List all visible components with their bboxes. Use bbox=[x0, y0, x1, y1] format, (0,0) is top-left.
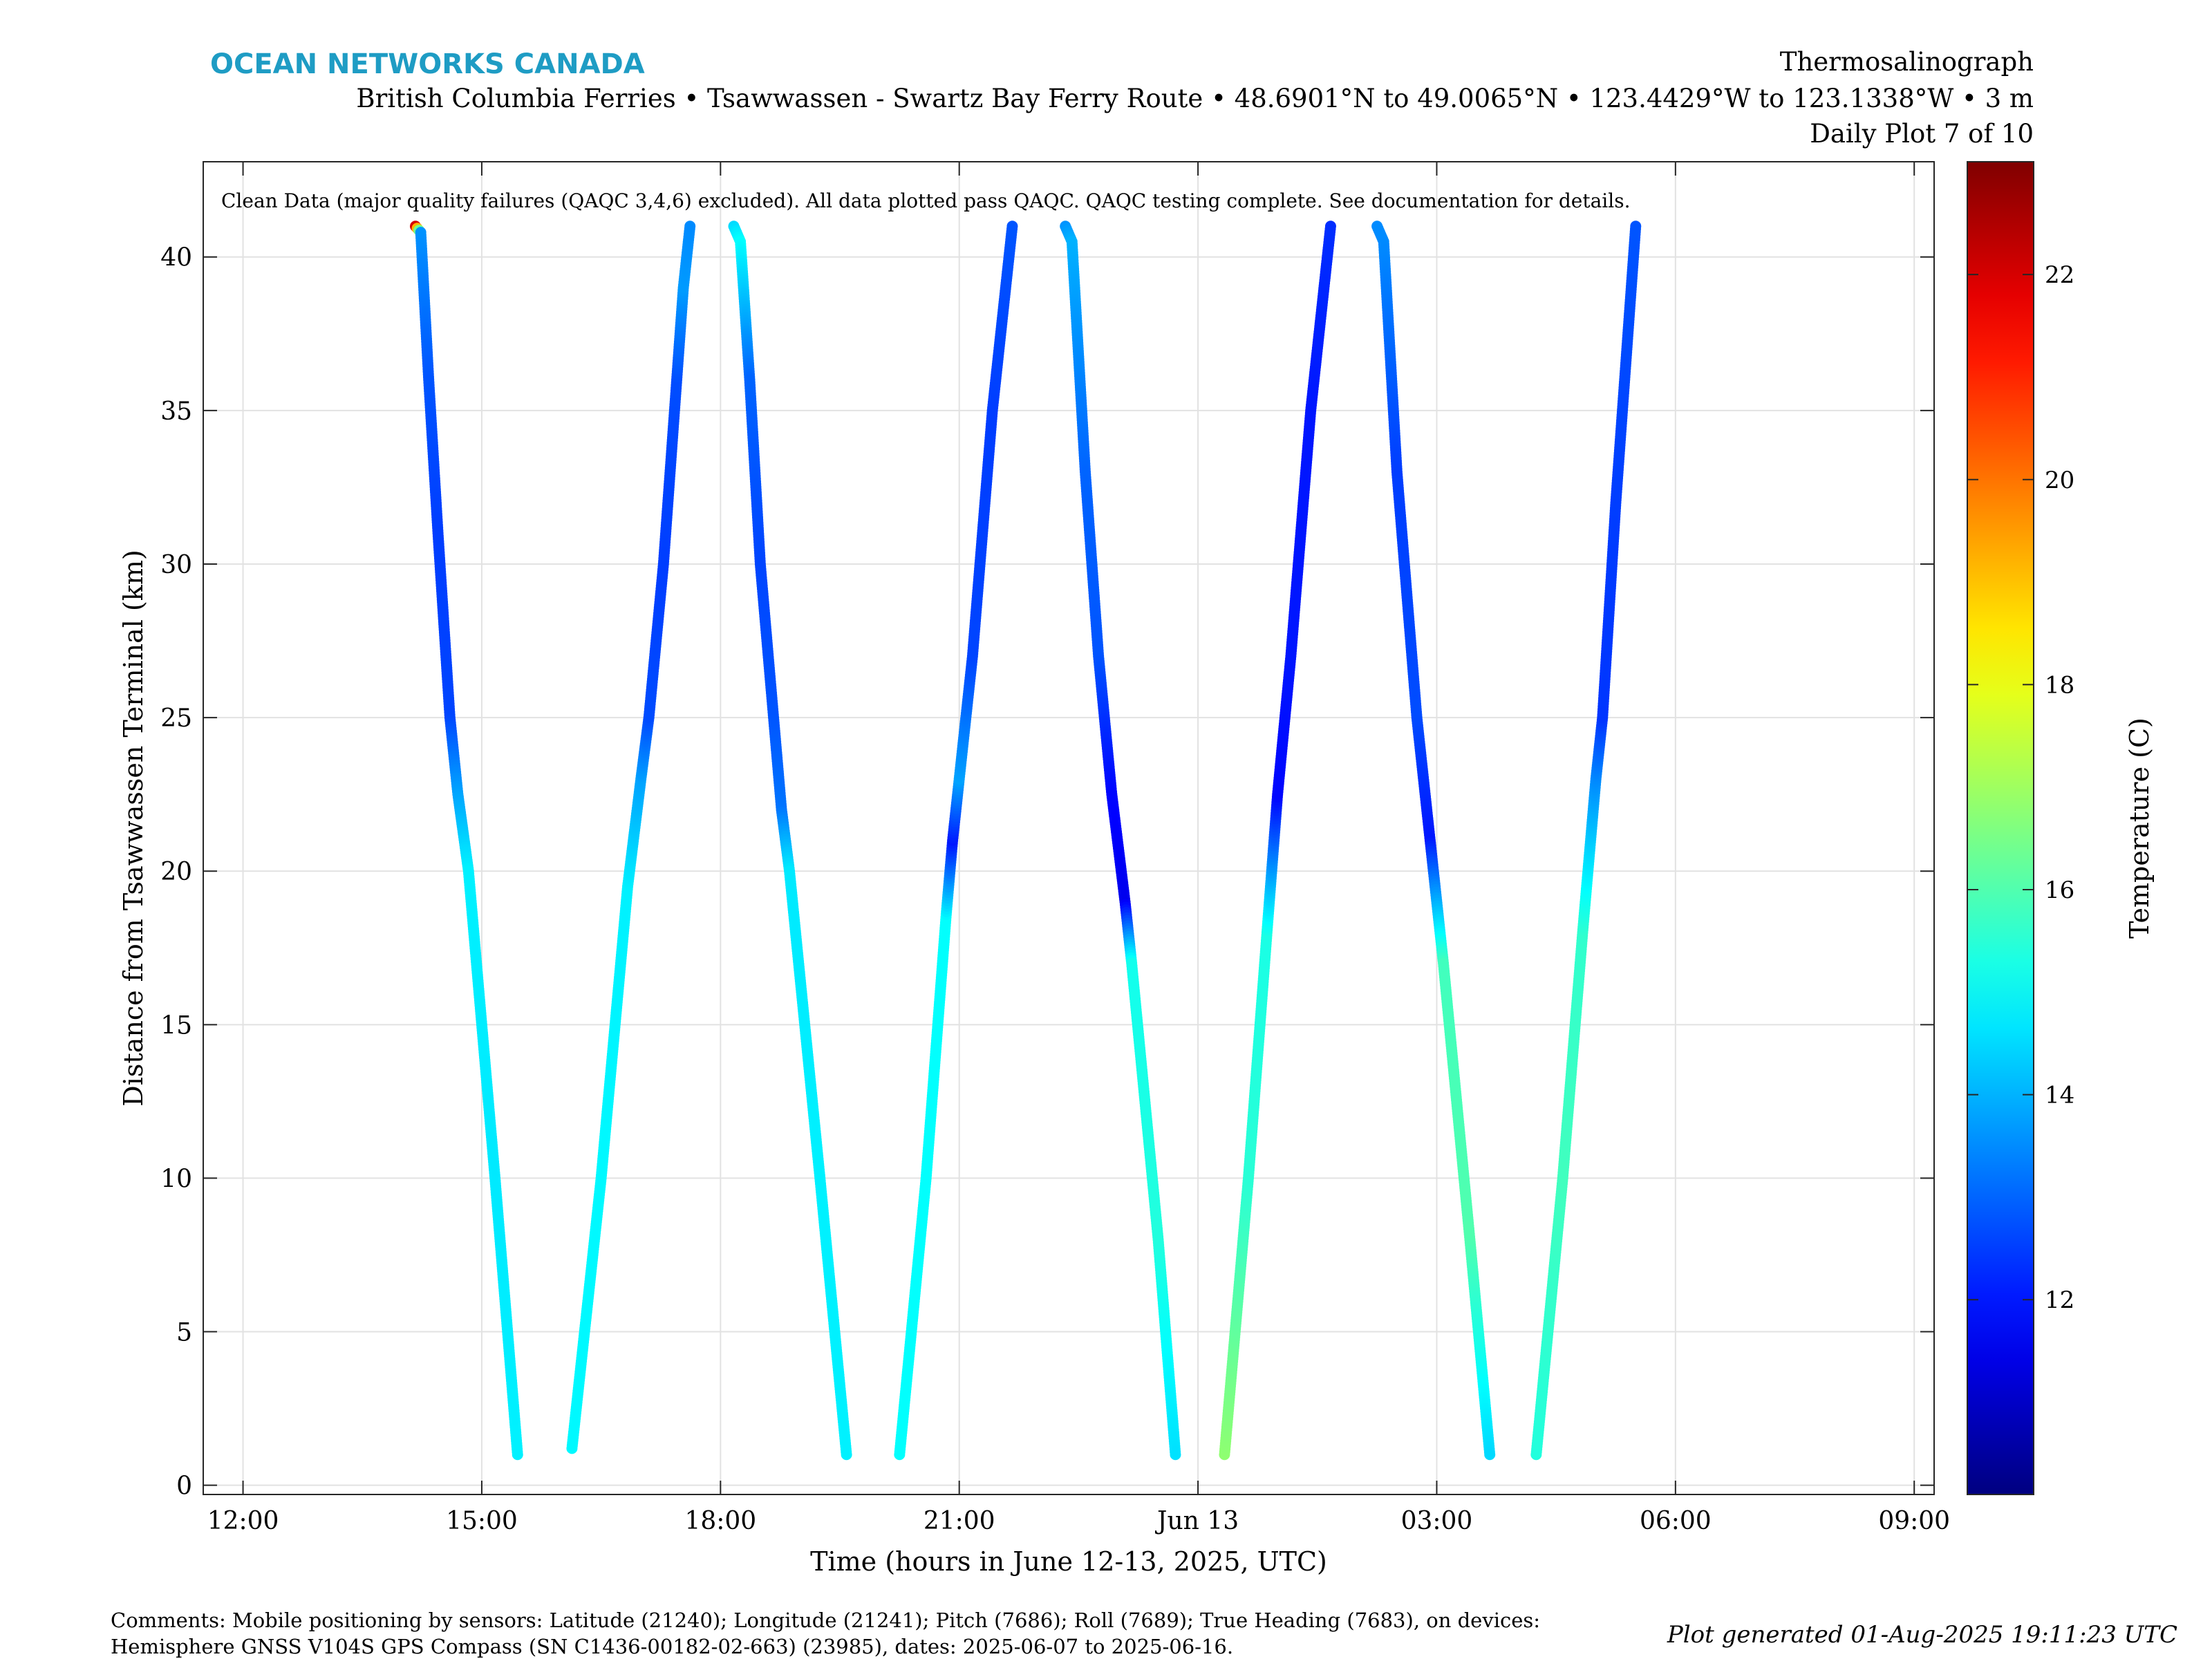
colorbar-tick-label: 20 bbox=[2045, 467, 2074, 494]
chart-subtitle: British Columbia Ferries • Tsawwassen - … bbox=[356, 84, 2034, 113]
ferry-transit-4 bbox=[894, 221, 1018, 1461]
y-tick-label: 5 bbox=[176, 1319, 192, 1347]
data-point bbox=[512, 1449, 523, 1461]
y-tick-label: 40 bbox=[160, 244, 192, 272]
colorbar-tick-label: 14 bbox=[2045, 1082, 2074, 1109]
colorbar: 12 14 16 18 20 22 Temperature (C) bbox=[1967, 161, 2155, 1495]
plot-frame bbox=[203, 161, 1935, 1495]
ferry-transit-2 bbox=[566, 221, 696, 1454]
qaqc-annotation: Clean Data (major quality failures (QAQC… bbox=[221, 189, 1631, 212]
ferry-transit-7 bbox=[1371, 221, 1496, 1461]
comments-line-1: Comments: Mobile positioning by sensors:… bbox=[111, 1609, 1540, 1632]
axis-ticks bbox=[203, 162, 1934, 1494]
plot-background bbox=[203, 162, 1934, 1494]
colorbar-ticks: 12 14 16 18 20 22 bbox=[1967, 261, 2074, 1314]
x-tick-label: 21:00 bbox=[924, 1507, 995, 1535]
y-tick-labels: 0 5 10 15 20 25 30 35 40 bbox=[160, 244, 192, 1501]
colorbar-gradient bbox=[1967, 162, 2034, 1494]
x-tick-label: 03:00 bbox=[1401, 1507, 1473, 1535]
data-point bbox=[841, 1449, 852, 1461]
x-tick-label: 18:00 bbox=[684, 1507, 756, 1535]
x-tick-label: 12:00 bbox=[207, 1507, 279, 1535]
x-tick-labels: 12:00 15:00 18:00 21:00 Jun 13 03:00 06:00 09:0… bbox=[207, 1507, 1950, 1535]
chart-title: Thermosalinograph bbox=[1780, 47, 2034, 77]
y-tick-label: 25 bbox=[160, 704, 192, 733]
colorbar-label: Temperature (C) bbox=[2124, 718, 2155, 939]
ferry-transit-1 bbox=[410, 221, 523, 1461]
y-tick-label: 30 bbox=[160, 551, 192, 579]
data-point bbox=[1484, 1449, 1496, 1461]
x-tick-label: 09:00 bbox=[1878, 1507, 1950, 1535]
generated-timestamp: Plot generated 01-Aug-2025 19:11:23 UTC bbox=[1667, 1621, 2177, 1649]
colorbar-tick-label: 22 bbox=[2045, 261, 2074, 289]
data-point bbox=[1170, 1449, 1181, 1461]
y-tick-label: 35 bbox=[160, 397, 192, 426]
x-tick-label: 15:00 bbox=[446, 1507, 518, 1535]
y-axis-label: Distance from Tsawwassen Terminal (km) bbox=[118, 550, 149, 1106]
brand-logo: OCEAN NETWORKS CANADA bbox=[210, 48, 645, 80]
plot-index: Daily Plot 7 of 10 bbox=[1810, 119, 2034, 149]
gridlines bbox=[203, 162, 1934, 1494]
y-tick-label: 20 bbox=[160, 858, 192, 886]
colorbar-frame bbox=[1967, 161, 2034, 1495]
y-tick-label: 0 bbox=[176, 1472, 192, 1501]
data-point bbox=[684, 221, 696, 232]
y-tick-label: 15 bbox=[160, 1011, 192, 1040]
colorbar-tick-label: 18 bbox=[2045, 671, 2074, 699]
x-tick-label: 06:00 bbox=[1640, 1507, 1712, 1535]
x-axis-label: Time (hours in June 12-13, 2025, UTC) bbox=[810, 1546, 1327, 1577]
plot-area: Clean Data (major quality failures (QAQC… bbox=[203, 161, 1935, 1495]
data-point bbox=[1630, 221, 1642, 232]
data-series bbox=[410, 221, 1642, 1461]
colorbar-tick-label: 12 bbox=[2045, 1286, 2074, 1314]
data-point bbox=[1006, 221, 1018, 232]
x-tick-label: Jun 13 bbox=[1154, 1507, 1239, 1535]
ferry-transit-3 bbox=[728, 221, 852, 1461]
colorbar-tick-label: 16 bbox=[2045, 877, 2074, 904]
y-tick-label: 10 bbox=[160, 1165, 192, 1193]
data-point bbox=[1324, 221, 1336, 232]
ferry-transit-8 bbox=[1530, 221, 1642, 1461]
ferry-transit-5 bbox=[1060, 221, 1181, 1461]
comments-line-2: Hemisphere GNSS V104S GPS Compass (SN C1… bbox=[111, 1635, 1233, 1658]
ferry-transit-6 bbox=[1219, 221, 1336, 1461]
